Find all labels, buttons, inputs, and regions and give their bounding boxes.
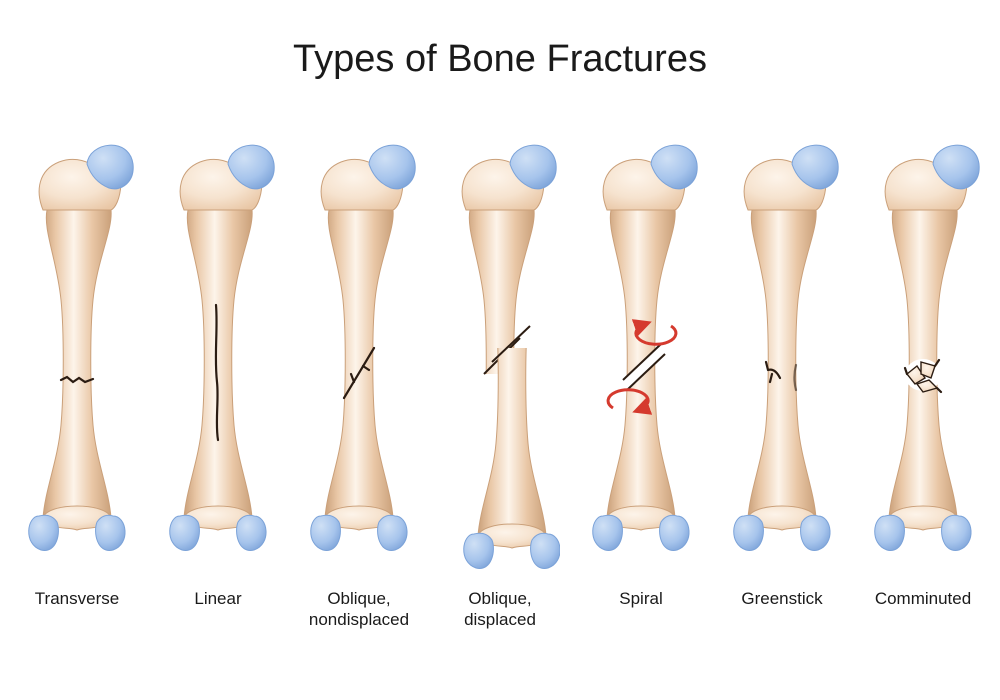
bone-linear [158, 130, 278, 570]
bone-cell: Greenstick [718, 130, 846, 609]
bone-label: Greenstick [741, 588, 822, 609]
bone-cell: Comminuted [859, 130, 987, 609]
bone-transverse [17, 130, 137, 570]
femur-shape [593, 145, 697, 550]
femur-shape [170, 145, 274, 550]
femur-shape [734, 145, 838, 550]
bone-comminuted [863, 130, 983, 570]
femur-shape [29, 145, 133, 550]
bone-label: Transverse [35, 588, 119, 609]
bone-label: Oblique, displaced [464, 588, 536, 631]
bone-row: Transverse [0, 130, 1000, 631]
bone-cell: Transverse [13, 130, 141, 609]
bone-label: Spiral [619, 588, 662, 609]
bone-label: Oblique, nondisplaced [309, 588, 409, 631]
bone-oblique_d [440, 130, 560, 570]
bone-cell: Spiral [577, 130, 705, 609]
bone-label: Linear [194, 588, 241, 609]
bone-cell: Oblique, nondisplaced [295, 130, 423, 631]
bone-cell: Oblique, displaced [436, 130, 564, 631]
diagram-title: Types of Bone Fractures [0, 38, 1000, 81]
bone-greenstick [722, 130, 842, 570]
bone-cell: Linear [154, 130, 282, 609]
bone-spiral [581, 130, 701, 570]
bone-label: Comminuted [875, 588, 971, 609]
bone-oblique_nd [299, 130, 419, 570]
femur-shape [311, 145, 415, 550]
femur-shape [875, 145, 979, 550]
